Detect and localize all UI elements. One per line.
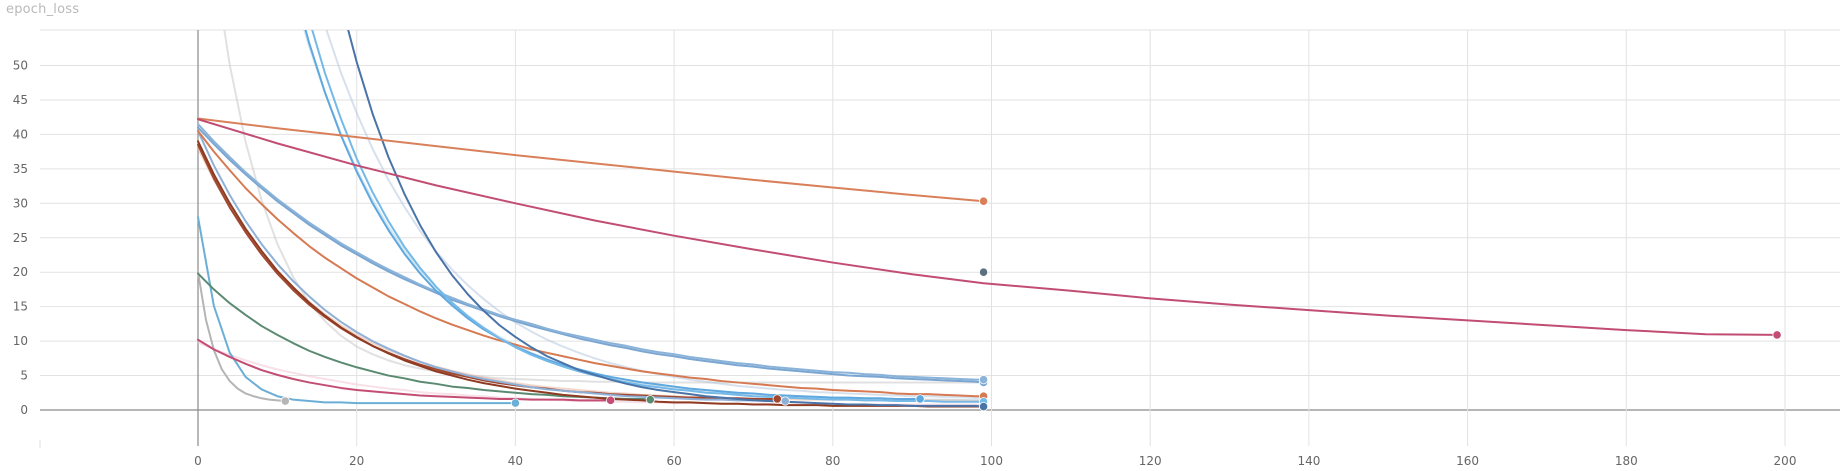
series-line-3[interactable] (198, 0, 985, 399)
x-tick-label-0: 0 (194, 454, 202, 468)
series-line-11[interactable] (197, 140, 985, 408)
x-tick-label-180: 180 (1615, 454, 1638, 468)
series-line-18[interactable] (198, 0, 985, 408)
series-end-point-7[interactable] (510, 398, 521, 408)
x-tick-label-200: 200 (1774, 454, 1797, 468)
x-tick-label-60: 60 (666, 454, 681, 468)
gridlines (39, 29, 1840, 448)
series-line-1[interactable] (198, 0, 985, 384)
x-tick-label-20: 20 (349, 454, 364, 468)
series-end-markers (280, 196, 1782, 412)
series-end-point-18[interactable] (978, 401, 989, 412)
y-tick-label-30: 30 (13, 196, 28, 210)
x-tick-label-140: 140 (1297, 454, 1320, 468)
series-end-point-19[interactable] (978, 196, 989, 206)
series-end-point-21[interactable] (978, 267, 989, 277)
x-tick-label-80: 80 (825, 454, 840, 468)
y-tick-label-0: 0 (20, 403, 28, 417)
series-line-7[interactable] (197, 216, 517, 405)
series-line-19[interactable] (197, 117, 985, 203)
y-tick-label-20: 20 (13, 265, 28, 279)
series-line-10[interactable] (197, 143, 779, 400)
series-end-point-10[interactable] (772, 394, 782, 404)
series-line-16[interactable] (198, 0, 922, 400)
y-tick-label-40: 40 (13, 127, 28, 141)
y-tick-label-25: 25 (13, 231, 28, 245)
series-end-point-8[interactable] (606, 395, 616, 405)
x-tick-label-100: 100 (980, 454, 1003, 468)
series-line-12[interactable] (197, 129, 787, 403)
series-line-14[interactable] (197, 126, 985, 384)
series-end-point-15[interactable] (978, 375, 989, 385)
series-line-20[interactable] (197, 118, 1779, 336)
y-tick-label-45: 45 (13, 93, 28, 107)
series-line-6[interactable] (197, 271, 287, 403)
x-tick-label-40: 40 (508, 454, 523, 468)
series-line-8[interactable] (197, 338, 612, 402)
series-line-13[interactable] (197, 129, 985, 398)
tick-labels: 0 5 10 15 20 25 30 35 40 45 50 0 20 40 60 80 100 120 140 16… (13, 59, 1797, 469)
series-end-point-16[interactable] (915, 394, 925, 404)
series-line-15[interactable] (197, 123, 985, 381)
y-tick-label-10: 10 (13, 334, 28, 348)
series-lines (197, 0, 1779, 408)
y-tick-label-35: 35 (13, 162, 28, 176)
y-tick-label-50: 50 (13, 59, 28, 73)
series-end-point-12[interactable] (780, 396, 790, 406)
series-end-point-6[interactable] (280, 396, 290, 406)
x-tick-label-120: 120 (1139, 454, 1162, 468)
series-end-point-9[interactable] (645, 395, 655, 405)
chart-title: epoch_loss (6, 2, 80, 17)
series-end-point-20[interactable] (1772, 330, 1782, 340)
y-tick-label-15: 15 (13, 300, 28, 314)
y-tick-label-5: 5 (20, 369, 28, 383)
x-tick-label-160: 160 (1456, 454, 1479, 468)
